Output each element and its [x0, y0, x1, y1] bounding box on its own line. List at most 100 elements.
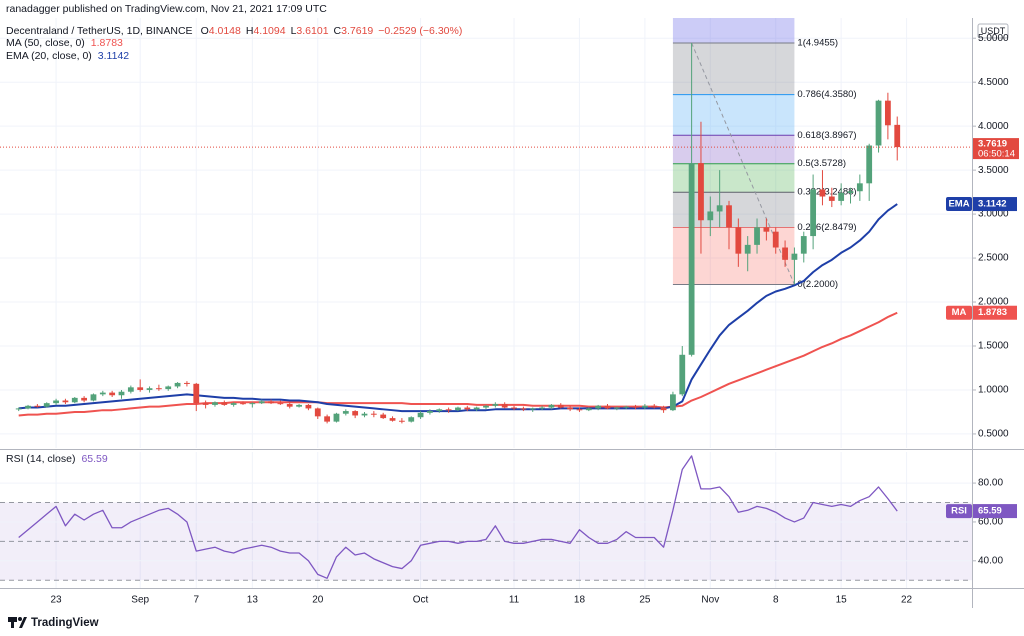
candle-body	[212, 402, 218, 405]
candle-body	[342, 411, 349, 414]
x-tick-label: Nov	[701, 595, 719, 606]
candle-body	[866, 145, 873, 184]
candle-body	[623, 406, 630, 408]
open-label: O	[201, 25, 209, 37]
indicator-line	[18, 203, 898, 413]
indicator-line	[18, 311, 898, 417]
fib-label: 1(4.9455)	[797, 38, 838, 49]
change: −0.2529 (−6.30%)	[378, 25, 462, 37]
ma-legend: MA (50, close, 0) 1.8783	[6, 37, 123, 49]
open-value: 4.0148	[209, 25, 241, 37]
currency-box[interactable]	[977, 23, 1009, 39]
candle-body	[670, 394, 676, 411]
logo-mark	[18, 617, 22, 621]
candle-body	[417, 412, 424, 418]
rsi-tag-value: 65.59	[978, 506, 1002, 517]
candle-body	[613, 407, 620, 409]
candle-body	[15, 408, 22, 410]
candle-body	[324, 416, 331, 422]
candle-body	[688, 163, 695, 355]
x-tick-label: Oct	[413, 595, 429, 606]
x-tick-label: Sep	[131, 595, 149, 606]
candle-body	[370, 413, 377, 415]
candle-body	[716, 205, 723, 212]
rsi-tag-box	[973, 504, 1017, 519]
candle-body	[585, 408, 592, 411]
candle-body	[109, 392, 116, 396]
fib-band	[672, 18, 795, 44]
candle-body	[473, 407, 480, 410]
candle-body	[380, 414, 387, 419]
candle-body	[576, 409, 583, 411]
candle-body	[221, 402, 228, 405]
candle-body	[53, 400, 59, 404]
candle-body	[81, 397, 88, 401]
candle-body	[314, 408, 321, 417]
candle-body	[258, 401, 265, 404]
fib-label: 0.236(2.8479)	[797, 222, 856, 233]
fib-label: 0.382(3.2488)	[797, 187, 856, 198]
candle-body	[828, 196, 835, 201]
candle-body	[838, 192, 845, 201]
candle-body	[193, 383, 200, 404]
logo-mark	[19, 617, 27, 628]
fib-band	[672, 135, 795, 164]
y-tick-label: 4.0000	[978, 121, 1009, 132]
y-tick-label: 2.5000	[978, 253, 1009, 264]
candle-body	[268, 401, 274, 404]
rsi-tick-label: 80.00	[978, 478, 1003, 489]
rsi-tag-name: RSI	[951, 506, 967, 517]
header: ranadagger published on TradingView.com,…	[6, 3, 462, 465]
candle-body	[361, 413, 368, 416]
line-tag-value: 1.8783	[978, 307, 1007, 318]
rsi-value: 65.59	[81, 453, 107, 465]
x-tick-label: 25	[639, 595, 651, 606]
line-tag-box	[973, 305, 1017, 320]
candle-body	[99, 392, 106, 395]
high-value: 4.1094	[253, 25, 285, 37]
price-pane: 1(4.9455) 0.786(4.3580) 0.618(3.8967) 0.5(3…	[0, 18, 972, 448]
candle-body	[240, 403, 246, 405]
candle-body	[894, 124, 901, 148]
ma-value: 1.8783	[91, 37, 123, 49]
line-tag-name-box	[946, 197, 972, 212]
logo-mark	[8, 617, 17, 622]
candle-body	[127, 387, 134, 392]
candle-body	[772, 231, 779, 248]
candle-body	[165, 386, 172, 390]
candle-body	[34, 405, 41, 407]
y-tick-label: 2.0000	[978, 297, 1009, 308]
brand: TradingView	[31, 617, 99, 629]
y-tick-label: 1.5000	[978, 341, 1009, 352]
footer-logo: TradingView	[8, 617, 99, 629]
candle-body	[202, 403, 209, 405]
candle-body	[455, 407, 461, 411]
candle-body	[305, 404, 312, 409]
candle-body	[679, 354, 686, 395]
candle-body	[744, 244, 751, 254]
fib-label: 0.5(3.5728)	[797, 158, 846, 169]
y-tick-label: 5.0000	[978, 33, 1009, 44]
candle-body	[398, 420, 405, 422]
candle-body	[856, 183, 863, 192]
x-tick-label: 22	[901, 595, 913, 606]
candle-body	[520, 408, 527, 410]
candle-body	[651, 405, 658, 408]
fib-label: 0.786(4.3580)	[797, 89, 856, 100]
ma-name: MA (50, close, 0)	[6, 37, 85, 49]
candle-body	[726, 205, 732, 228]
line-tag-box	[973, 197, 1017, 212]
candle-body	[884, 100, 891, 126]
candle-body	[249, 403, 256, 405]
candle-body	[492, 404, 499, 406]
ema-legend: EMA (20, close, 0) 3.1142	[6, 50, 129, 62]
x-tick-label: 23	[51, 595, 63, 606]
axes: USDT 23 Sep 7 13 20 Oct 11 18 25 Nov 8 15 22 0.5000 1.…	[0, 18, 1024, 608]
candle-body	[25, 405, 31, 409]
rsi-tick-label: 40.00	[978, 555, 1003, 566]
candle-body	[763, 227, 770, 232]
last-price: 3.7619	[978, 139, 1007, 150]
candle-body	[483, 405, 489, 408]
